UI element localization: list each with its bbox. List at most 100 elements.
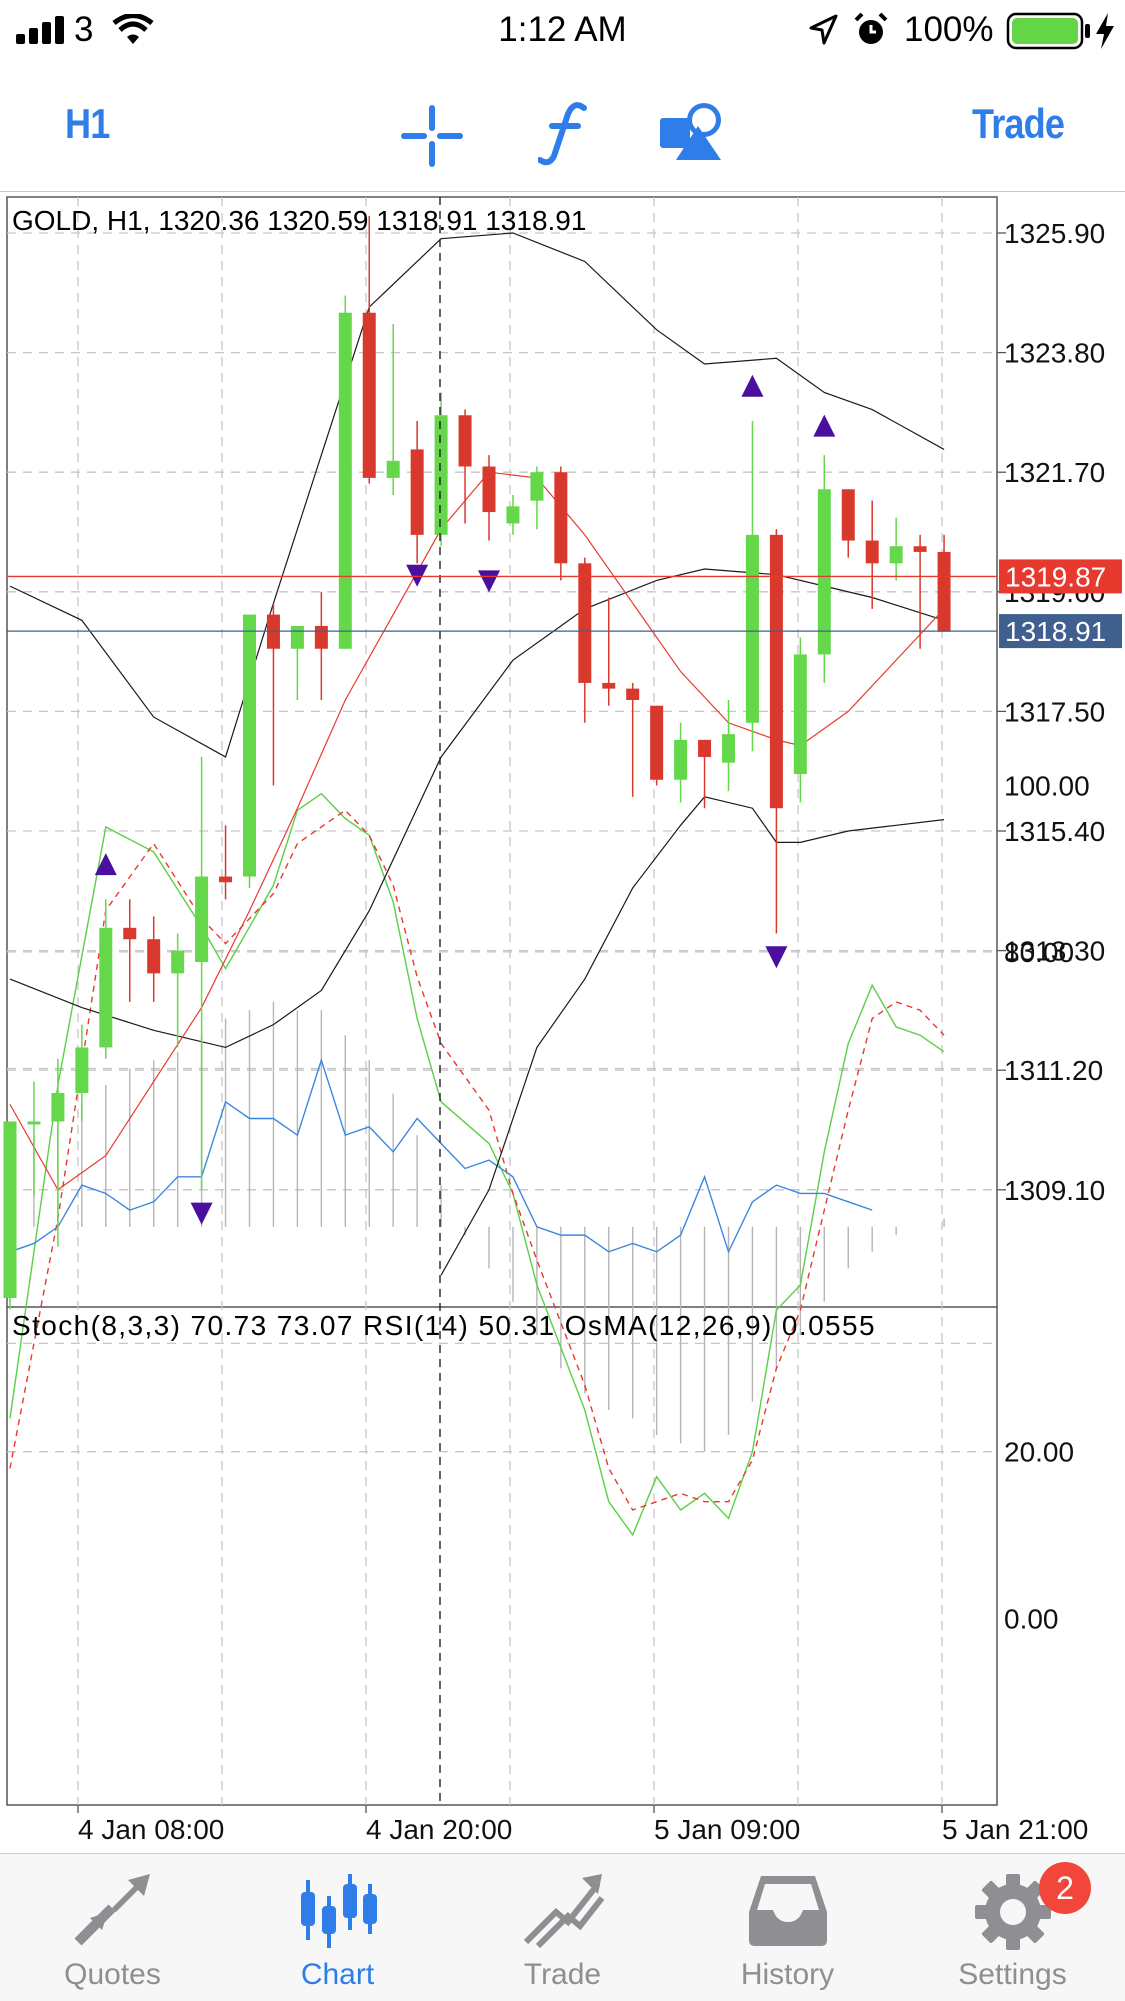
status-bar: 3 1:12 AM 100% (0, 0, 1125, 62)
candle-body (482, 466, 496, 513)
timeframe-button[interactable]: H1 (65, 100, 110, 147)
tab-bar: Quotes Chart Trade History (0, 1853, 1125, 2001)
fractal-arrow-up (94, 853, 117, 876)
bid-price-tag (999, 559, 1122, 594)
time-axis-label: 4 Jan 20:00 (366, 1814, 512, 1845)
indicators-info: Stoch(8,3,3) 70.73 73.07 RSI(14) 50.31 O… (12, 1310, 876, 1341)
sub-axis-label: 100.00 (1004, 770, 1090, 801)
candle-body (554, 472, 568, 564)
battery-icon (1006, 12, 1090, 50)
clock: 1:12 AM (498, 10, 627, 49)
chart-icon (301, 1874, 377, 1948)
objects-icon[interactable] (658, 100, 724, 162)
tab-chart[interactable]: Chart (225, 1854, 450, 2001)
candle-body (769, 534, 783, 809)
last-price-tag (999, 614, 1122, 649)
candle-body (506, 506, 520, 524)
trade-icon (523, 1874, 604, 1948)
chart-frame (6, 196, 998, 1806)
price-chart[interactable]: 1325.90 1323.80 1321.70 1319.60 1317.50 … (0, 193, 1125, 1853)
tab-history[interactable]: History (675, 1854, 900, 2001)
price-axis-label: 1323.80 (1004, 338, 1105, 369)
bollinger-upper-line (9, 232, 945, 758)
sub-axis-label: 20.00 (1004, 1437, 1074, 1468)
candle-body (458, 415, 472, 467)
fractal-arrow-up (741, 374, 764, 397)
candle-body (889, 546, 903, 564)
chart-symbol-info: GOLD, H1, 1320.36 1320.59 1318.91 1318.9… (12, 205, 587, 236)
candle-body (674, 739, 688, 780)
candle-body (3, 1121, 17, 1299)
trade-button[interactable]: Trade (972, 100, 1065, 147)
tab-chart-label: Chart (300, 1958, 375, 1991)
price-axis-label: 1325.90 (1004, 218, 1105, 249)
history-icon (749, 1876, 827, 1946)
indicators-icon[interactable] (538, 100, 588, 166)
time-axis-label: 4 Jan 08:00 (78, 1814, 224, 1845)
signal-icon (16, 16, 64, 44)
fractal-arrow-down (406, 564, 429, 587)
candle-body (626, 688, 640, 701)
fractal-arrow-down (765, 946, 788, 969)
fractal-arrow-up (813, 414, 836, 437)
candle-body (650, 705, 664, 780)
time-axis-label: 5 Jan 09:00 (654, 1814, 800, 1845)
bollinger-middle-line (9, 568, 945, 1049)
candle-body (434, 415, 448, 535)
candle-body (123, 927, 137, 940)
chart-toolbar: H1 Trade (0, 62, 1125, 192)
candle-body (314, 625, 328, 649)
candle-body (27, 1121, 41, 1125)
bid-price-label: 1319.87 (1005, 561, 1106, 592)
candle-body (243, 614, 256, 877)
sub-axis-label: 0.00 (1004, 1603, 1059, 1634)
price-axis-label: 1309.10 (1004, 1175, 1105, 1206)
chart-area[interactable]: 1325.90 1323.80 1321.70 1319.60 1317.50 … (0, 193, 1125, 1853)
candle-body (698, 739, 712, 757)
carrier-name: 3 (74, 10, 94, 49)
stoch-main-line (9, 792, 945, 1537)
candle-body (290, 625, 304, 649)
location-icon (809, 14, 838, 45)
fractal-arrow-down (190, 1202, 213, 1225)
settings-badge: 2 (1039, 1862, 1091, 1914)
candle-body (219, 876, 233, 883)
tab-trade-label: Trade (523, 1958, 602, 1991)
price-axis-label: 1321.70 (1004, 457, 1105, 488)
candle-body (530, 472, 544, 501)
time-axis-label: 5 Jan 21:00 (942, 1814, 1088, 1845)
candle-body (841, 489, 855, 541)
candle-body (99, 927, 113, 1048)
candle-body (338, 312, 352, 649)
price-axis-label: 1313.30 (1004, 936, 1105, 967)
price-axis-label: 1315.40 (1004, 816, 1105, 847)
price-axis-label: 1317.50 (1004, 696, 1105, 727)
wifi-icon (112, 14, 154, 44)
candle-body (75, 1047, 89, 1093)
battery-percent: 100% (904, 10, 994, 49)
sub-axis-label: 80.00 (1004, 937, 1074, 968)
candle-body (793, 654, 807, 775)
candle-body (362, 312, 376, 478)
tab-quotes[interactable]: Quotes (0, 1854, 225, 2001)
alarm-icon (854, 12, 888, 44)
candle-body (817, 489, 831, 655)
settings-icon (975, 1874, 1051, 1950)
rsi-line (9, 1057, 873, 1254)
candle-body (51, 1092, 65, 1122)
last-price-label: 1318.91 (1005, 616, 1106, 647)
price-axis-label: 1311.20 (1004, 1055, 1103, 1086)
candle-body (147, 939, 161, 974)
candle-body (745, 534, 759, 723)
tab-history-label: History (740, 1958, 835, 1991)
candle-body (937, 551, 951, 632)
tab-quotes-label: Quotes (64, 1958, 161, 1991)
candle-body (865, 540, 879, 564)
crosshair-icon[interactable] (400, 104, 464, 168)
candle-body (195, 876, 209, 962)
tab-trade[interactable]: Trade (450, 1854, 675, 2001)
candle-body (171, 950, 185, 974)
charging-icon (1096, 13, 1114, 49)
tab-settings[interactable]: Settings (900, 1854, 1125, 2001)
candle-body (602, 682, 616, 689)
